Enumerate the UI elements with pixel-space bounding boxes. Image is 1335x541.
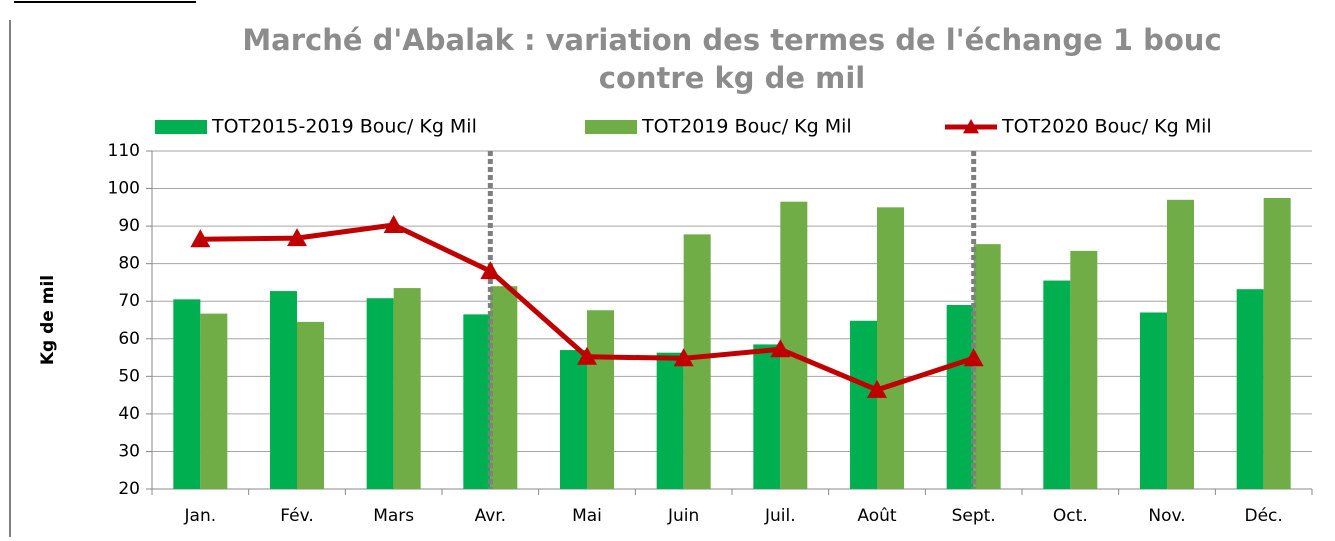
- x-tick-label: Juin: [667, 506, 699, 526]
- legend-swatch: [963, 119, 979, 134]
- y-tick-label: 110: [108, 141, 140, 161]
- x-tick-label: Mai: [572, 506, 602, 526]
- y-tick-label: 90: [118, 216, 140, 236]
- bar: [1140, 312, 1167, 489]
- bar: [587, 310, 614, 489]
- bar: [366, 298, 394, 489]
- chart-title: Marché d'Abalak : variation des termes d…: [242, 23, 1221, 57]
- bar: [1236, 289, 1264, 489]
- bar: [656, 352, 684, 489]
- line-marker: [577, 346, 597, 365]
- y-tick-label: 80: [118, 254, 140, 274]
- bar: [490, 286, 518, 489]
- legend-label: TOT2015-2019 Bouc/ Kg Mil: [211, 116, 477, 138]
- bar: [1167, 199, 1194, 490]
- x-tick-label: Août: [857, 506, 897, 526]
- y-axis-label: Kg de mil: [38, 275, 58, 365]
- bar: [973, 244, 1001, 489]
- legend-label: TOT2020 Bouc/ Kg Mil: [1001, 116, 1212, 138]
- y-tick-label: 30: [118, 441, 140, 461]
- line-marker: [673, 348, 694, 367]
- legend-label: TOT2019 Bouc/ Kg Mil: [641, 116, 852, 138]
- legend-swatch: [585, 120, 637, 134]
- x-tick-label: Nov.: [1148, 506, 1185, 526]
- bar: [850, 320, 877, 489]
- bar: [753, 344, 781, 489]
- bar: [1043, 280, 1071, 489]
- x-tick-label: Fév.: [280, 506, 313, 526]
- bar: [270, 291, 297, 489]
- x-tick-label: Déc.: [1245, 506, 1283, 526]
- x-tick-label: Juil.: [764, 506, 796, 526]
- x-tick-label: Sept.: [952, 506, 996, 526]
- bar: [1070, 250, 1098, 489]
- x-tick-label: Jan.: [184, 506, 217, 526]
- bar: [393, 288, 421, 489]
- line-marker: [480, 261, 501, 280]
- x-tick-label: Avr.: [475, 506, 507, 526]
- line-marker: [190, 229, 211, 248]
- bar: [297, 321, 324, 489]
- bar: [946, 304, 974, 489]
- bar: [463, 314, 491, 489]
- y-tick-label: 50: [118, 366, 140, 386]
- line-marker: [770, 339, 791, 358]
- y-tick-label: 100: [108, 179, 140, 199]
- chart-title: contre kg de mil: [599, 61, 865, 95]
- legend-swatch: [155, 120, 207, 134]
- line-marker: [383, 214, 404, 233]
- bar: [1263, 197, 1291, 489]
- bar: [780, 201, 808, 489]
- bar: [560, 350, 587, 489]
- line-marker: [287, 228, 307, 247]
- y-tick-label: 60: [118, 329, 140, 349]
- line-marker: [963, 348, 984, 367]
- bar: [877, 207, 904, 490]
- y-tick-label: 40: [118, 404, 140, 424]
- line-marker: [867, 379, 887, 398]
- bar: [173, 299, 201, 489]
- y-tick-label: 70: [118, 291, 140, 311]
- bar: [200, 313, 228, 489]
- y-tick-label: 20: [118, 479, 140, 499]
- x-tick-label: Oct.: [1053, 506, 1088, 526]
- x-tick-label: Mars: [373, 506, 414, 526]
